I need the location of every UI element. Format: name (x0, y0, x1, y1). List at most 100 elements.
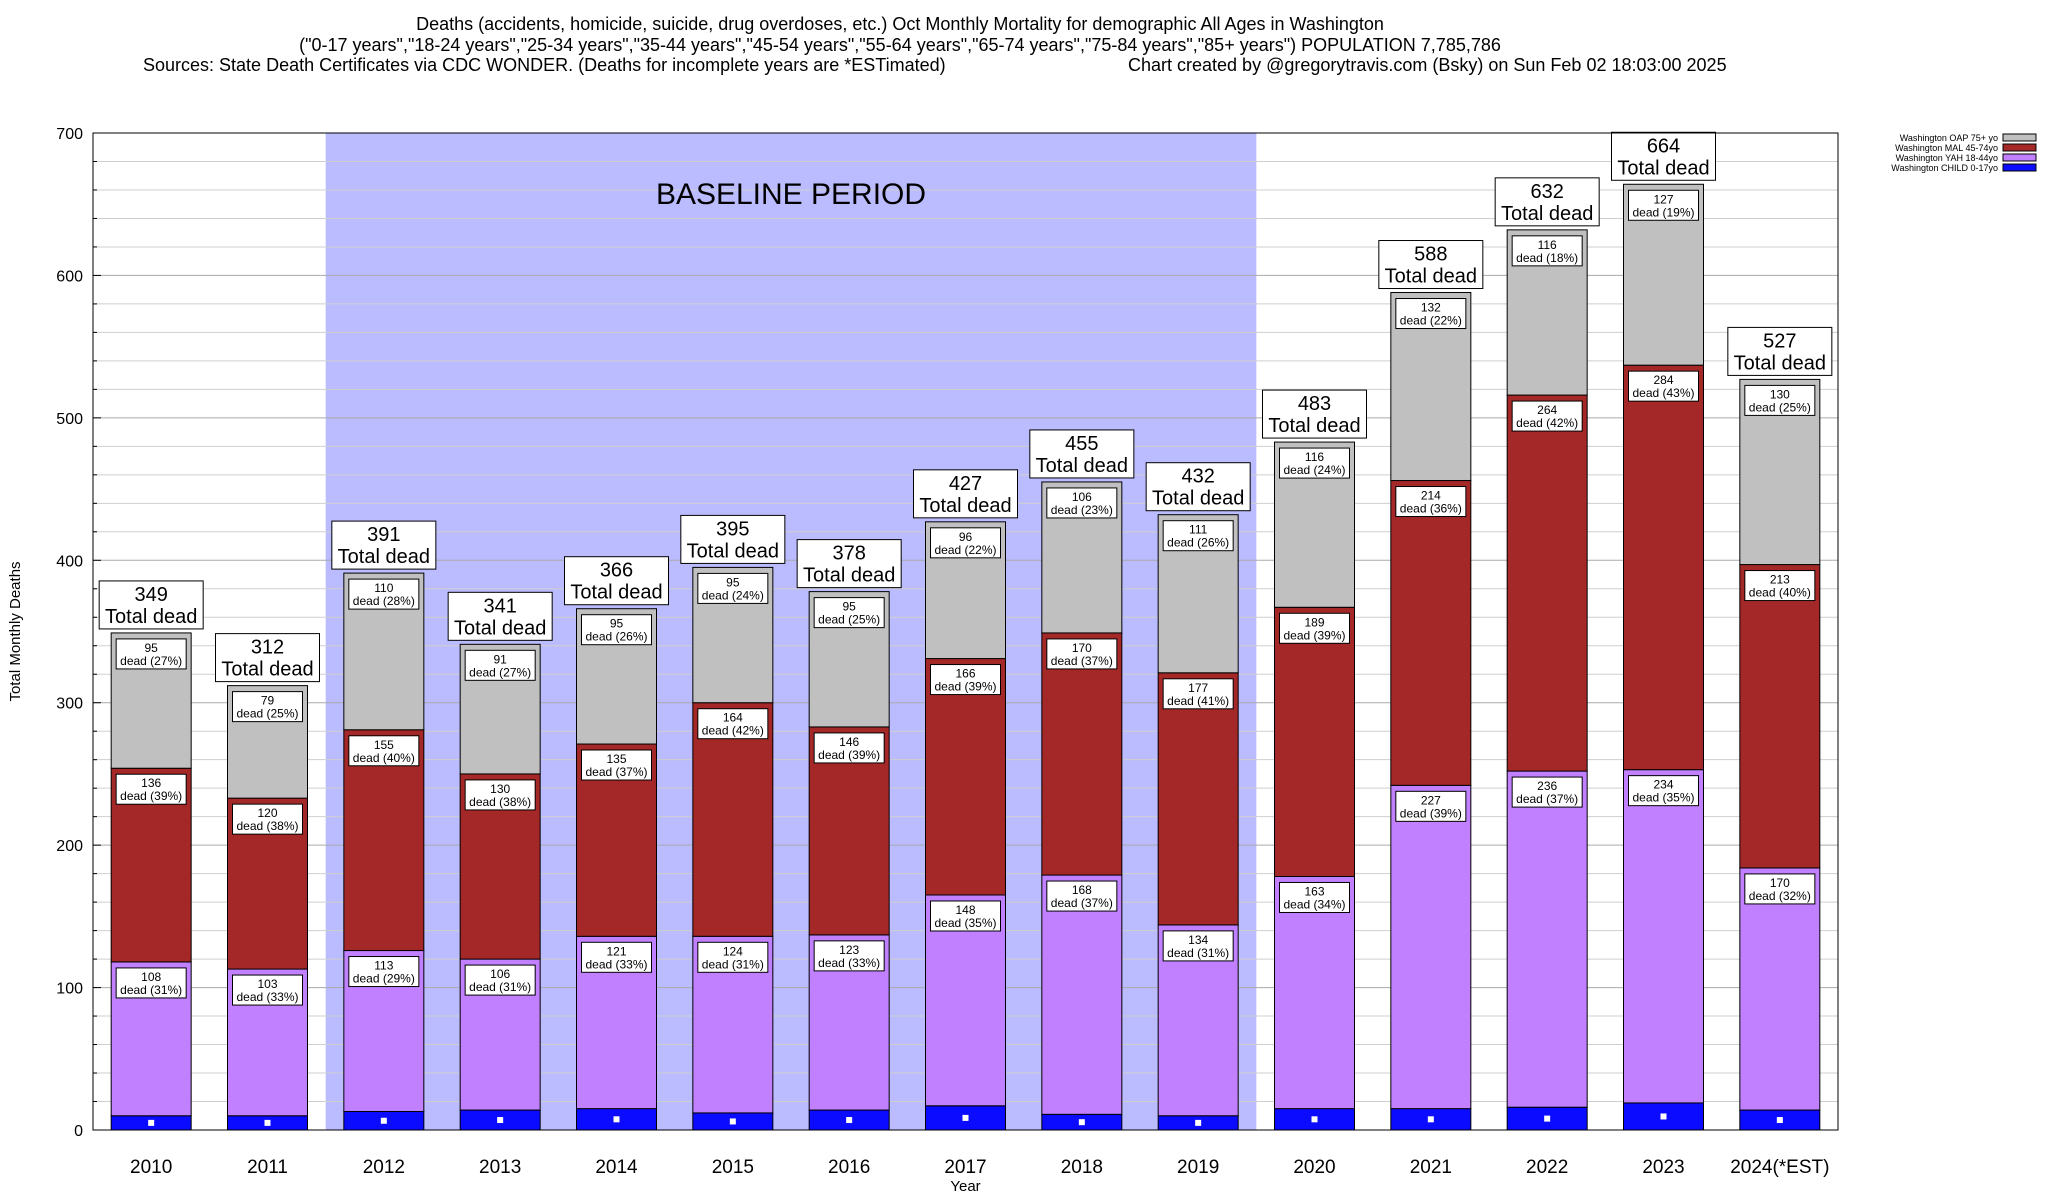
y-tick-label: 400 (56, 553, 83, 570)
data-label-box (930, 900, 1001, 932)
x-tick-label: 2019 (1177, 1157, 1219, 1178)
data-label-percent: dead (35%) (1632, 791, 1694, 805)
data-label-value: 91 (493, 652, 507, 666)
bar-segment (1623, 769, 1704, 1104)
total-value-label: 527 (1763, 330, 1796, 352)
data-label-box (930, 527, 1001, 559)
bar-segment (1157, 672, 1239, 926)
total-dead-label: Total dead (687, 540, 779, 562)
data-label-box (1046, 487, 1118, 519)
data-label-percent: dead (41%) (1167, 694, 1229, 708)
x-tick-label: 2010 (130, 1157, 172, 1178)
data-label-box (813, 940, 885, 972)
legend-swatch (2002, 163, 2037, 172)
data-label-box (464, 964, 536, 996)
data-label-percent: dead (26%) (1167, 536, 1229, 550)
data-label-percent: dead (37%) (1516, 792, 1578, 806)
total-value-label: 664 (1647, 135, 1680, 157)
bar-segment (1739, 564, 1821, 869)
legend-entry-label: Washington MAL 45-74yo (1895, 143, 1998, 153)
bar-segment (1041, 632, 1123, 876)
data-label-value: 95 (726, 575, 740, 589)
bar-segment (925, 658, 1006, 896)
child-marker (1660, 1113, 1667, 1120)
total-label-box (1378, 240, 1484, 290)
legend-entry-label: Washington YAH 18-44yo (1896, 153, 1998, 163)
y-tick-label: 700 (56, 126, 83, 143)
total-dead-label: Total dead (1617, 157, 1709, 179)
y-tick-label: 200 (56, 838, 83, 855)
total-value-label: 483 (1298, 393, 1331, 415)
total-dead-label: Total dead (1268, 415, 1360, 437)
data-label-box (232, 691, 303, 723)
data-label-value: 111 (1189, 523, 1208, 537)
total-label-box (1727, 326, 1833, 376)
x-tick-label: 2020 (1293, 1157, 1335, 1178)
total-label-box (1611, 131, 1716, 181)
data-label-percent: dead (42%) (702, 724, 764, 738)
data-label-value: 234 (1653, 778, 1673, 792)
total-dead-label: Total dead (919, 495, 1011, 517)
data-label-box (930, 664, 1001, 696)
data-label-box (697, 941, 769, 973)
data-label-box (1162, 930, 1234, 962)
data-label-percent: dead (29%) (353, 972, 415, 986)
data-label-value: 116 (1305, 450, 1324, 464)
y-axis-label: Total Monthly Deaths (7, 561, 24, 701)
x-tick-label: 2013 (479, 1157, 521, 1178)
legend-swatch (2002, 153, 2037, 162)
data-label-value: 121 (606, 944, 626, 958)
data-label-percent: dead (43%) (1632, 386, 1694, 400)
data-label-value: 110 (374, 581, 393, 595)
total-label-box (1145, 462, 1251, 512)
data-label-percent: dead (42%) (1516, 416, 1578, 430)
data-label-value: 170 (1770, 876, 1790, 890)
data-label-value: 95 (842, 600, 856, 614)
total-label-box (913, 469, 1018, 519)
y-tick-label: 600 (56, 268, 83, 285)
data-label-value: 132 (1421, 301, 1441, 315)
data-label-percent: dead (31%) (469, 980, 531, 994)
data-label-box (1279, 447, 1350, 479)
chart-title-line-1: Deaths (accidents, homicide, suicide, dr… (416, 14, 1384, 34)
total-label-box (331, 520, 437, 570)
x-tick-label: 2017 (944, 1157, 986, 1178)
data-label-value: 284 (1653, 373, 1673, 387)
data-label-box (348, 956, 420, 988)
child-marker (1311, 1116, 1318, 1123)
y-tick-label: 100 (56, 981, 83, 998)
child-marker (1544, 1115, 1551, 1122)
y-tick-label: 500 (56, 411, 83, 428)
data-label-box (1744, 570, 1816, 602)
data-label-value: 264 (1537, 403, 1557, 417)
data-label-percent: dead (31%) (702, 957, 764, 971)
data-label-value: 106 (1072, 490, 1092, 504)
child-marker (846, 1117, 853, 1124)
data-label-box (464, 779, 536, 811)
data-label-value: 124 (723, 944, 743, 958)
bar-segment (1506, 770, 1588, 1108)
data-label-box (232, 974, 303, 1006)
total-value-label: 312 (251, 637, 284, 659)
data-label-percent: dead (33%) (585, 957, 647, 971)
data-label-value: 106 (490, 967, 510, 981)
data-label-percent: dead (36%) (1400, 502, 1462, 516)
total-dead-label: Total dead (570, 582, 662, 604)
data-label-box (1511, 400, 1583, 432)
data-label-percent: dead (39%) (934, 680, 996, 694)
data-label-box (1628, 189, 1699, 221)
data-label-value: 135 (606, 752, 626, 766)
data-label-box (348, 735, 420, 767)
total-dead-label: Total dead (1152, 488, 1244, 510)
legend-swatch (2002, 143, 2037, 152)
x-axis-label: Year (950, 1178, 980, 1195)
data-label-percent: dead (39%) (1283, 628, 1345, 642)
data-label-value: 214 (1421, 489, 1441, 503)
bar-segment (1390, 480, 1472, 786)
axes: 0 100 200 300 400 500 600 700 2010 2011 2012 2013 20… (56, 126, 1829, 1178)
data-label-value: 95 (144, 641, 158, 655)
data-label-box (1162, 520, 1234, 552)
legend-swatch (2002, 133, 2037, 142)
data-label-box (1046, 638, 1118, 670)
